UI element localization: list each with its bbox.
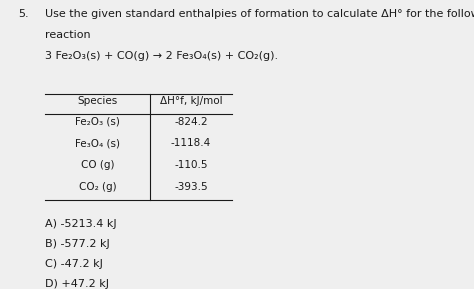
Text: -824.2: -824.2 — [174, 116, 208, 127]
Text: CO (g): CO (g) — [81, 160, 115, 171]
Text: B) -577.2 kJ: B) -577.2 kJ — [46, 239, 110, 249]
Text: Fe₂O₃ (s): Fe₂O₃ (s) — [75, 116, 120, 127]
Text: CO₂ (g): CO₂ (g) — [79, 182, 117, 192]
Text: Use the given standard enthalpies of formation to calculate ΔH° for the followin: Use the given standard enthalpies of for… — [46, 10, 474, 19]
Text: 3 Fe₂O₃(s) + CO(g) → 2 Fe₃O₄(s) + CO₂(g).: 3 Fe₂O₃(s) + CO(g) → 2 Fe₃O₄(s) + CO₂(g)… — [46, 51, 279, 61]
Text: 5.: 5. — [18, 10, 29, 19]
Text: C) -47.2 kJ: C) -47.2 kJ — [46, 259, 103, 269]
Text: -1118.4: -1118.4 — [171, 138, 211, 149]
Text: -110.5: -110.5 — [174, 160, 208, 171]
Text: reaction: reaction — [46, 29, 91, 40]
Text: -393.5: -393.5 — [174, 182, 208, 192]
Text: A) -5213.4 kJ: A) -5213.4 kJ — [46, 219, 117, 229]
Text: ΔH°f, kJ/mol: ΔH°f, kJ/mol — [160, 97, 222, 106]
Text: D) +47.2 kJ: D) +47.2 kJ — [46, 279, 109, 289]
Text: Fe₃O₄ (s): Fe₃O₄ (s) — [75, 138, 120, 149]
Text: Species: Species — [78, 97, 118, 106]
